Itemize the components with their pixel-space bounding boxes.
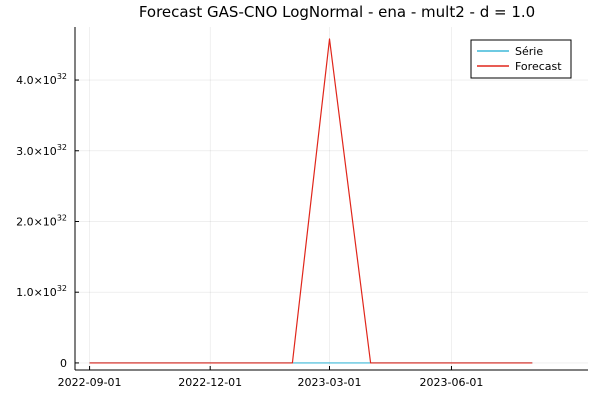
y-tick-label: 2.0×1032 xyxy=(16,213,67,228)
chart-title: Forecast GAS-CNO LogNormal - ena - mult2… xyxy=(139,3,535,21)
y-axis-ticks: 0 1.0×1032 2.0×1032 3.0×1032 4.0×1032 xyxy=(16,72,79,370)
legend: Série Forecast xyxy=(470,39,572,79)
y-tick-label: 3.0×1032 xyxy=(16,143,67,158)
legend-label: Série xyxy=(515,45,543,58)
legend-box xyxy=(470,39,572,79)
axes xyxy=(74,27,588,371)
series-line-forecast xyxy=(89,38,533,364)
legend-label: Forecast xyxy=(515,60,562,73)
y-tick-label: 1.0×1032 xyxy=(16,284,67,299)
x-tick-label: 2023-03-01 xyxy=(298,376,362,389)
series-lines xyxy=(89,38,533,364)
x-tick-label: 2023-06-01 xyxy=(419,376,483,389)
y-tick-label: 4.0×1032 xyxy=(16,72,67,87)
x-axis-ticks: 2022-09-01 2022-12-01 2023-03-01 2023-06-01 xyxy=(58,366,483,389)
x-tick-label: 2022-12-01 xyxy=(178,376,242,389)
y-tick-label: 0 xyxy=(60,357,67,370)
x-tick-label: 2022-09-01 xyxy=(58,376,122,389)
